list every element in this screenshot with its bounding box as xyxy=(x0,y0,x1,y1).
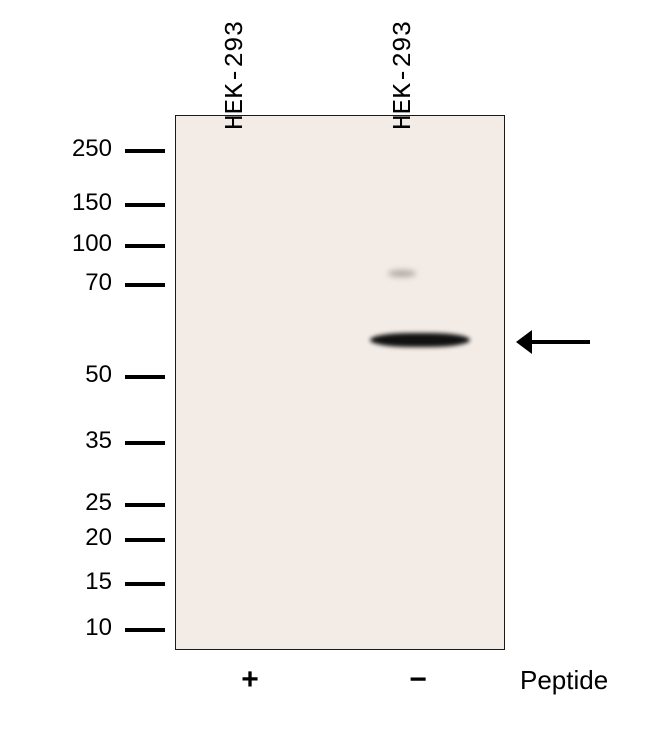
peptide-label: Peptide xyxy=(520,665,608,696)
figure-container: HEK-293 HEK-293 250 150 100 70 50 35 25 20 15 10 +… xyxy=(0,0,650,732)
mw-marker-tick-250 xyxy=(125,149,165,153)
mw-marker-tick-10 xyxy=(125,628,165,632)
mw-marker-label-35: 35 xyxy=(85,427,112,455)
mw-marker-label-25: 25 xyxy=(85,489,112,517)
arrow-indicator-head xyxy=(516,330,532,354)
mw-marker-label-150: 150 xyxy=(72,189,112,217)
mw-marker-label-70: 70 xyxy=(85,269,112,297)
mw-marker-label-10: 10 xyxy=(85,614,112,642)
mw-marker-tick-35 xyxy=(125,441,165,445)
lane-label-0: HEK-293 xyxy=(220,21,250,130)
detected-band xyxy=(370,333,470,347)
peptide-symbol-minus: − xyxy=(403,663,433,697)
mw-marker-label-250: 250 xyxy=(72,135,112,163)
mw-marker-label-20: 20 xyxy=(85,524,112,552)
mw-marker-label-50: 50 xyxy=(85,361,112,389)
mw-marker-label-100: 100 xyxy=(72,230,112,258)
arrow-indicator-stem xyxy=(530,340,590,344)
faint-band xyxy=(388,270,416,277)
lane-label-1: HEK-293 xyxy=(388,21,418,130)
peptide-symbol-plus: + xyxy=(235,663,265,697)
mw-marker-tick-150 xyxy=(125,203,165,207)
blot-membrane xyxy=(175,115,505,650)
mw-marker-tick-70 xyxy=(125,283,165,287)
mw-marker-tick-25 xyxy=(125,503,165,507)
mw-marker-tick-20 xyxy=(125,538,165,542)
mw-marker-label-15: 15 xyxy=(85,568,112,596)
mw-marker-tick-100 xyxy=(125,244,165,248)
mw-marker-tick-50 xyxy=(125,375,165,379)
mw-marker-tick-15 xyxy=(125,582,165,586)
